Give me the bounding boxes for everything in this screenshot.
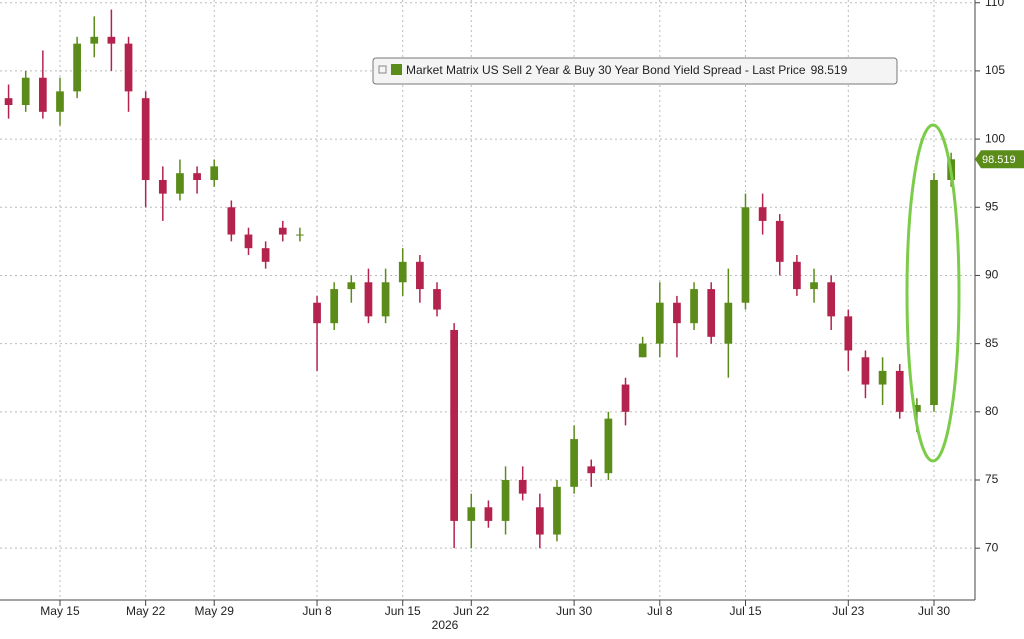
- x-tick-label: Jun 15: [385, 604, 421, 618]
- candle-body: [724, 302, 733, 344]
- y-tick-label: 70: [985, 540, 999, 554]
- candle-body: [913, 405, 921, 412]
- candle-body: [895, 370, 904, 412]
- y-tick-label: 85: [985, 336, 999, 350]
- candle-body: [141, 98, 150, 180]
- y-tick-label: 100: [985, 131, 1005, 145]
- candle-body: [433, 289, 441, 310]
- candle-body: [56, 91, 64, 112]
- candle-body: [193, 173, 201, 180]
- x-tick-label: Jul 15: [729, 604, 761, 618]
- candle-body: [775, 220, 784, 262]
- x-tick-label: May 29: [195, 604, 235, 618]
- x-tick-label: Jun 8: [302, 604, 332, 618]
- legend: Market Matrix US Sell 2 Year & Buy 30 Ye…: [372, 57, 898, 85]
- legend-box: [372, 57, 898, 85]
- candle-body: [673, 302, 681, 324]
- candle-body: [655, 302, 664, 344]
- candle-body: [330, 289, 339, 324]
- candle-body: [793, 261, 801, 290]
- candle-body: [38, 77, 47, 112]
- candle-body: [347, 282, 356, 290]
- candle-body: [124, 43, 133, 92]
- y-tick-label: 90: [985, 268, 999, 282]
- legend-swatch: [391, 64, 402, 75]
- candle-body: [210, 166, 219, 180]
- y-tick-label: 110: [985, 0, 1004, 9]
- x-tick-label: Jul 30: [918, 604, 950, 618]
- x-tick-label: May 22: [126, 604, 166, 618]
- candle-body: [467, 507, 476, 521]
- last-price-tag: [975, 150, 1024, 169]
- candle-body: [518, 480, 527, 494]
- candle-body: [741, 207, 750, 303]
- candle-body: [364, 282, 373, 317]
- candle-body: [484, 507, 493, 521]
- candle-body: [278, 227, 287, 235]
- candle-body: [861, 357, 870, 385]
- candle-body: [21, 77, 30, 105]
- x-tick-label: Jun 30: [556, 604, 592, 618]
- candle-body: [827, 282, 836, 317]
- candles: [4, 9, 955, 549]
- legend-last-price: 98.519: [811, 63, 848, 77]
- candle-body: [107, 36, 116, 44]
- x-tick-label: Jul 23: [832, 604, 864, 618]
- candle-body: [810, 282, 818, 290]
- candle-body: [501, 480, 510, 521]
- candle-body: [570, 439, 578, 487]
- candle-body: [398, 261, 407, 283]
- candle-body: [638, 343, 647, 358]
- candle-body: [535, 507, 544, 535]
- candle-body: [313, 302, 321, 324]
- last-price-label: 98.519: [982, 154, 1016, 166]
- legend-toggle: [378, 65, 387, 74]
- y-tick-label: 105: [985, 63, 1005, 77]
- candle-body: [244, 234, 253, 249]
- candle-body: [878, 370, 887, 385]
- x-tick-label: Jul 8: [647, 604, 673, 618]
- candle-body: [604, 418, 613, 474]
- candle-body: [158, 180, 167, 194]
- candle-body: [416, 261, 424, 290]
- x-tick-label: May 15: [40, 604, 80, 618]
- candle-body: [450, 330, 459, 521]
- y-tick-label: 80: [985, 404, 999, 418]
- y-tick-label: 95: [985, 199, 999, 213]
- x-tick-label: Jun 22: [453, 604, 489, 618]
- candle-body: [381, 282, 390, 317]
- candle-body: [4, 98, 13, 105]
- candle-body: [690, 289, 698, 324]
- x-axis-label: 2026: [432, 618, 459, 632]
- candle-body: [621, 384, 630, 412]
- candle-body: [261, 248, 270, 262]
- candle-body: [587, 466, 596, 474]
- candle-body: [176, 173, 184, 194]
- candle-body: [296, 234, 304, 236]
- candle-body: [707, 289, 716, 337]
- y-tick-label: 75: [985, 472, 999, 486]
- candle-body: [73, 43, 81, 92]
- candle-body: [90, 36, 99, 44]
- highlight-ellipse: [905, 123, 961, 463]
- candle-body: [227, 207, 236, 235]
- candle-body: [844, 316, 853, 351]
- candle-body: [553, 486, 561, 535]
- candle-body: [758, 207, 767, 221]
- legend-text: Market Matrix US Sell 2 Year & Buy 30 Ye…: [406, 63, 806, 77]
- candle-body: [930, 180, 938, 405]
